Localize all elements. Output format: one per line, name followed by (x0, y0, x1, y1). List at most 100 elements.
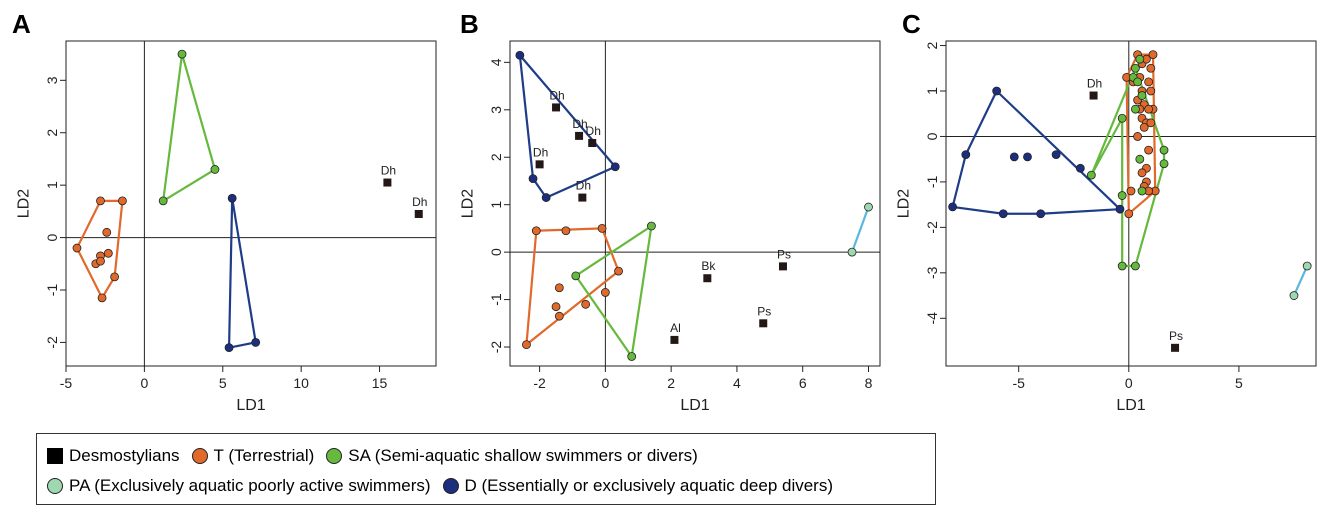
desmostylian-marker (414, 209, 423, 218)
y-tick-label: 2 (488, 153, 504, 161)
point-d (948, 202, 958, 212)
point-t (614, 266, 623, 276)
y-tick-label: 2 (44, 129, 60, 137)
hull-d (227, 197, 257, 349)
green-circle-marker-icon (326, 448, 343, 464)
desmostylian-label: Ps (1169, 329, 1183, 343)
y-tick-label: 3 (488, 106, 504, 114)
point-d (610, 162, 620, 172)
point-t (1137, 168, 1147, 178)
point-sa (1137, 186, 1147, 196)
desmostylian-label: Al (670, 321, 681, 335)
orange-circle-marker-icon (191, 448, 208, 464)
desmostylian-marker (703, 274, 712, 283)
point-d (541, 193, 551, 202)
point-d (1023, 152, 1032, 162)
desmostylian-label: Dh (1087, 77, 1102, 91)
x-tick-label: -5 (60, 375, 73, 391)
panel-c: C -5 0 5 -4 -3 -2 -1 0 1 2 LD1 LD2 Dh Ps (896, 9, 1317, 414)
point-d (515, 50, 525, 60)
y-axis-label: LD2 (896, 189, 913, 218)
legend-label-deep-divers: D (Essentially or exclusively aquatic de… (464, 476, 834, 495)
point-d (992, 86, 1002, 96)
panel-letter: C (902, 9, 921, 39)
y-tick-label: -1 (44, 284, 60, 297)
plot-frame (945, 40, 1317, 367)
legend-item-semi-aquatic: SA (Semi-aquatic shallow swimmers or div… (326, 446, 698, 466)
x-tick-label: 5 (219, 375, 227, 391)
x-tick-label: 15 (372, 375, 388, 391)
desmostylian-marker (670, 335, 679, 344)
point-sa (627, 352, 637, 361)
hull-t (525, 227, 620, 346)
point-sa (1135, 54, 1145, 64)
y-axis-label: LD2 (460, 189, 477, 218)
x-tick-label: 0 (601, 375, 609, 391)
legend-row-1: Desmostylians T (Terrestrial) SA (Semi-a… (47, 446, 710, 466)
hull-d (951, 89, 1122, 215)
point-sa (1131, 104, 1140, 114)
y-tick-label: 0 (924, 132, 940, 140)
hull-pa (1292, 265, 1309, 296)
point-t (1144, 104, 1154, 114)
desmostylian-marker (535, 160, 544, 169)
x-tick-label: 4 (733, 375, 741, 391)
x-tick-label: 5 (1235, 375, 1243, 391)
point-t (1124, 209, 1134, 219)
legend-label-semi-aquatic: SA (Semi-aquatic shallow swimmers or div… (348, 446, 698, 465)
point-d (998, 209, 1008, 219)
y-tick-label: 0 (488, 248, 504, 256)
y-tick-label: 2 (924, 41, 940, 49)
x-axis-label: LD1 (1116, 397, 1145, 414)
point-d (528, 174, 538, 183)
x-axis-label: LD1 (680, 397, 709, 414)
point-sa (210, 165, 220, 174)
y-tick-label: 1 (488, 201, 504, 209)
point-t (1144, 77, 1154, 87)
x-tick-label: 2 (667, 375, 675, 391)
y-tick-label: 1 (44, 181, 60, 189)
point-sa (158, 196, 168, 206)
point-pa (864, 202, 873, 212)
point-sa (571, 271, 581, 281)
point-d (1115, 204, 1125, 214)
legend-label-terrestrial: T (Terrestrial) (213, 446, 315, 465)
point-sa (1159, 159, 1169, 169)
point-pa (847, 247, 857, 257)
hull-sa (162, 53, 217, 202)
desmostylian-label: Dh (533, 145, 548, 159)
desmostylian-marker (1171, 343, 1180, 352)
plot-frame (65, 40, 437, 367)
y-axis-label: LD2 (16, 189, 33, 218)
point-d (1051, 150, 1061, 160)
y-tick-label: -3 (924, 266, 940, 279)
hull-pa (851, 206, 870, 253)
desmostylian-label: Dh (572, 117, 587, 131)
x-tick-label: 10 (293, 375, 309, 391)
point-t (97, 293, 107, 303)
point-t (1146, 63, 1156, 73)
point-t (554, 311, 564, 321)
y-tick-label: -2 (924, 221, 940, 234)
point-t (531, 226, 541, 236)
y-tick-label: -4 (924, 312, 940, 325)
desmostylian-marker (383, 178, 392, 187)
y-tick-label: 4 (488, 58, 504, 66)
point-t (96, 256, 105, 266)
x-tick-label: -5 (1012, 375, 1025, 391)
point-t (103, 248, 113, 258)
point-sa (1135, 154, 1145, 164)
point-sa (1086, 170, 1096, 180)
desmostylian-marker (759, 319, 768, 328)
desmostylian-label: Dh (412, 195, 427, 209)
point-t (1126, 186, 1136, 196)
light-green-circle-marker-icon (47, 478, 63, 494)
y-tick-label: -1 (924, 175, 940, 188)
legend-row-2: PA (Exclusively aquatic poorly active sw… (47, 476, 845, 496)
desmostylian-marker (778, 262, 787, 271)
desmostylian-marker (552, 103, 561, 112)
point-sa (1133, 77, 1143, 87)
y-tick-label: -2 (488, 341, 504, 354)
desmostylian-label: Dh (576, 179, 591, 193)
